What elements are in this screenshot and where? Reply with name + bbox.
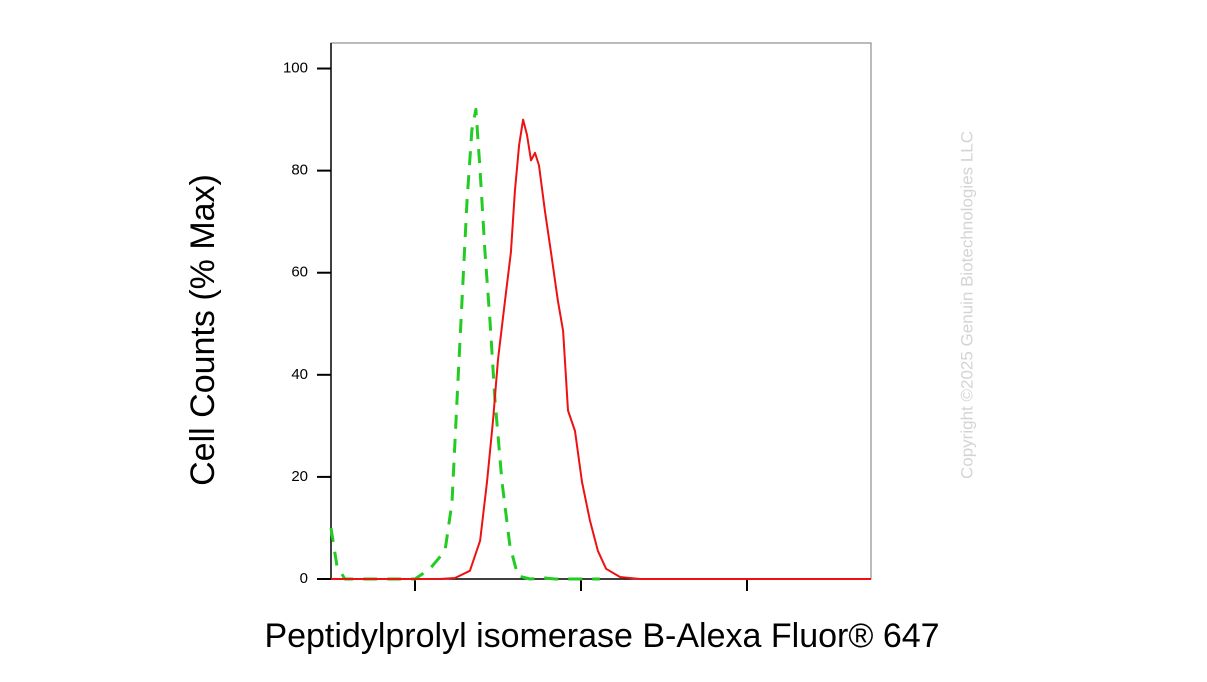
plot-frame (330, 42, 872, 580)
series-line (331, 118, 871, 580)
y-tick-label: 20 (291, 468, 308, 485)
y-tick-label: 0 (300, 570, 308, 587)
y-axis-label: Cell Counts (% Max) (184, 174, 222, 486)
x-axis-label: Peptidylprolyl isomerase B-Alexa Fluor® … (264, 617, 939, 655)
series-line (329, 107, 600, 581)
y-tick-label: 40 (291, 366, 308, 383)
y-tick-label: 100 (283, 59, 308, 76)
watermark: Copyright ©2025 Genuin Biotechnologies L… (957, 131, 976, 479)
y-tick-label: 60 (291, 264, 308, 281)
y-tick-label: 80 (291, 162, 308, 179)
